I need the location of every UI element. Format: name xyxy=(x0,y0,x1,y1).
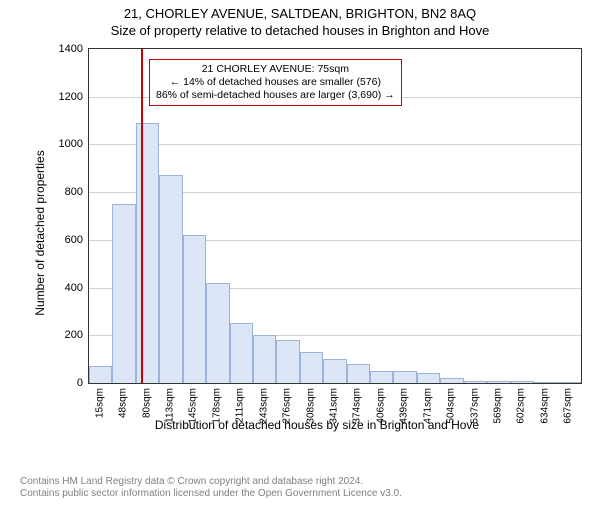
annotation-line-3: 86% of semi-detached houses are larger (… xyxy=(156,89,395,102)
x-axis-label: Distribution of detached houses by size … xyxy=(52,418,582,432)
histogram-bar xyxy=(253,335,276,383)
y-tick-label: 1000 xyxy=(59,138,83,150)
page-title: 21, CHORLEY AVENUE, SALTDEAN, BRIGHTON, … xyxy=(0,6,600,21)
histogram-bar xyxy=(464,381,487,383)
histogram-bar xyxy=(206,283,229,383)
histogram-bar xyxy=(487,381,510,383)
histogram-bar xyxy=(183,235,206,383)
annotation-box: 21 CHORLEY AVENUE: 75sqm ← 14% of detach… xyxy=(149,59,402,106)
x-tick-label: 48sqm xyxy=(118,388,129,418)
histogram-bar xyxy=(417,373,440,383)
y-tick-label: 1400 xyxy=(59,43,83,55)
y-tick-label: 800 xyxy=(65,186,83,198)
chart: Number of detached properties 21 CHORLEY… xyxy=(52,48,582,418)
x-tick-label: 15sqm xyxy=(94,388,105,418)
y-tick-label: 200 xyxy=(65,329,83,341)
histogram-bar xyxy=(393,371,416,383)
histogram-bar xyxy=(323,359,346,383)
footer-line-2: Contains public sector information licen… xyxy=(20,488,402,500)
histogram-bar xyxy=(557,382,580,383)
histogram-bar xyxy=(511,381,534,383)
histogram-bar xyxy=(276,340,299,383)
footer-line-1: Contains HM Land Registry data © Crown c… xyxy=(20,476,402,488)
histogram-bar xyxy=(89,366,112,383)
plot-area: 21 CHORLEY AVENUE: 75sqm ← 14% of detach… xyxy=(88,48,582,384)
histogram-bar xyxy=(347,364,370,383)
histogram-bar xyxy=(136,123,159,383)
page-subtitle: Size of property relative to detached ho… xyxy=(0,23,600,38)
y-axis-label: Number of detached properties xyxy=(33,150,47,315)
histogram-bar xyxy=(534,382,557,383)
histogram-bar xyxy=(440,378,463,383)
histogram-bar xyxy=(230,323,253,383)
histogram-bar xyxy=(300,352,323,383)
histogram-bar xyxy=(159,175,182,383)
x-ticks: 15sqm48sqm80sqm113sqm145sqm178sqm211sqm2… xyxy=(88,384,582,418)
y-tick-label: 1200 xyxy=(59,91,83,103)
y-tick-label: 0 xyxy=(77,377,83,389)
histogram-bar xyxy=(370,371,393,383)
x-tick-label: 80sqm xyxy=(141,388,152,418)
annotation-line-1: 21 CHORLEY AVENUE: 75sqm xyxy=(156,63,395,76)
y-tick-label: 600 xyxy=(65,234,83,246)
footer: Contains HM Land Registry data © Crown c… xyxy=(20,476,402,500)
marker-line xyxy=(141,49,143,383)
histogram-bar xyxy=(112,204,135,383)
y-tick-label: 400 xyxy=(65,282,83,294)
annotation-line-2: ← 14% of detached houses are smaller (57… xyxy=(156,76,395,89)
